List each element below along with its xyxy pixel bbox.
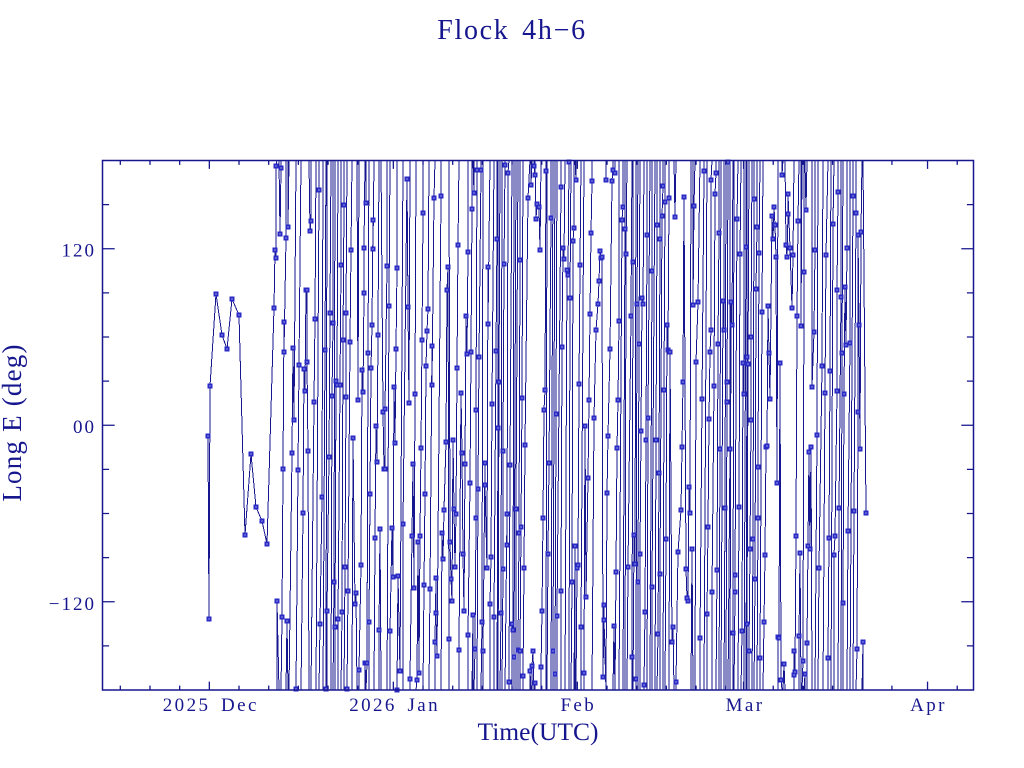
svg-text:Apr: Apr [910, 695, 947, 716]
svg-text:−120: −120 [49, 594, 96, 615]
svg-text:2026 Jan: 2026 Jan [349, 695, 440, 716]
svg-text:2025 Dec: 2025 Dec [163, 695, 259, 716]
svg-text:Time(UTC): Time(UTC) [478, 717, 599, 746]
svg-text:120: 120 [62, 240, 97, 261]
svg-text:Flock 4h−6: Flock 4h−6 [437, 15, 587, 46]
svg-text:Long E (deg): Long E (deg) [0, 343, 27, 501]
svg-text:Mar: Mar [726, 695, 765, 716]
svg-text:Feb: Feb [560, 695, 596, 716]
svg-text:00: 00 [73, 417, 96, 438]
